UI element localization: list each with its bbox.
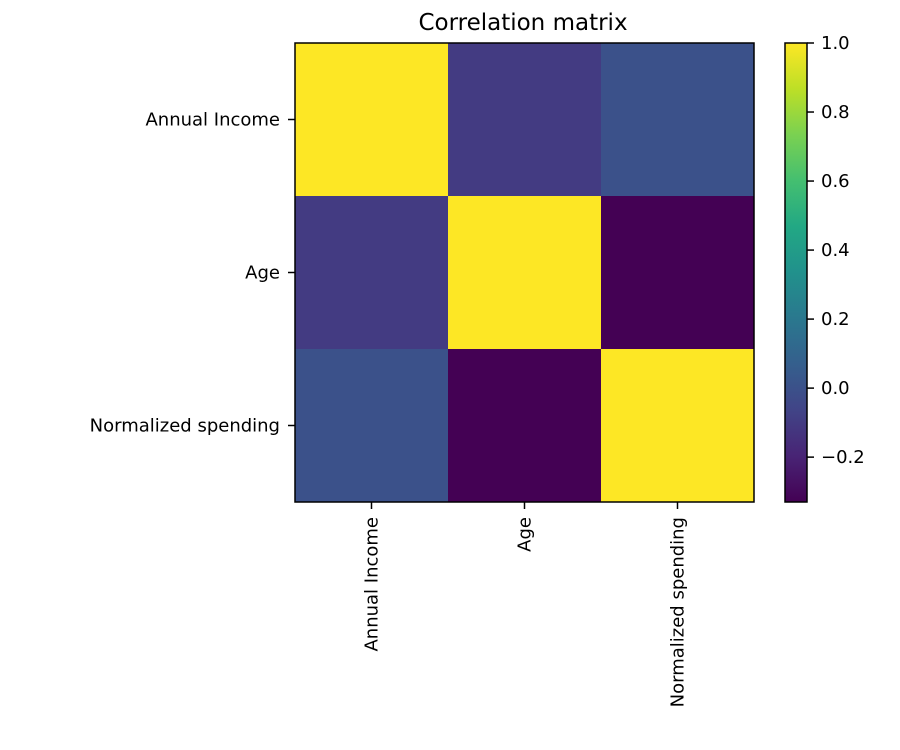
x-tick-label: Annual Income [362,517,383,652]
colorbar [785,43,807,502]
heatmap-cell [295,196,449,350]
heatmap-cell [448,349,602,503]
colorbar-tick-label: 0.8 [821,102,850,123]
x-tick-label: Normalized spending [668,517,689,707]
y-tick-label: Age [245,263,280,284]
y-axis: Annual Income Age Normalized spending [90,110,295,437]
colorbar-tick-label: 1.0 [821,33,850,54]
colorbar-tick-label: −0.2 [821,447,865,468]
y-tick-label: Normalized spending [90,416,280,437]
x-axis: Annual Income Age Normalized spending [362,502,689,707]
heatmap-cell [601,349,755,503]
colorbar-tick-label: 0.0 [821,378,850,399]
heatmap-cells [295,43,755,503]
heatmap-cell [295,349,449,503]
heatmap-cell [601,43,755,197]
chart-title: Correlation matrix [418,10,627,36]
colorbar-tick-label: 0.2 [821,309,850,330]
y-tick-label: Annual Income [145,110,280,131]
heatmap-cell [601,196,755,350]
colorbar-tick-label: 0.6 [821,171,850,192]
heatmap-cell [448,196,602,350]
colorbar-tick-label: 0.4 [821,240,850,261]
x-tick-label: Age [515,517,536,552]
colorbar-axis: 1.0 0.8 0.6 0.4 0.2 0.0 −0.2 [807,33,865,468]
heatmap-cell [295,43,449,197]
colorbar-frame [784,42,808,503]
heatmap-cell [448,43,602,197]
